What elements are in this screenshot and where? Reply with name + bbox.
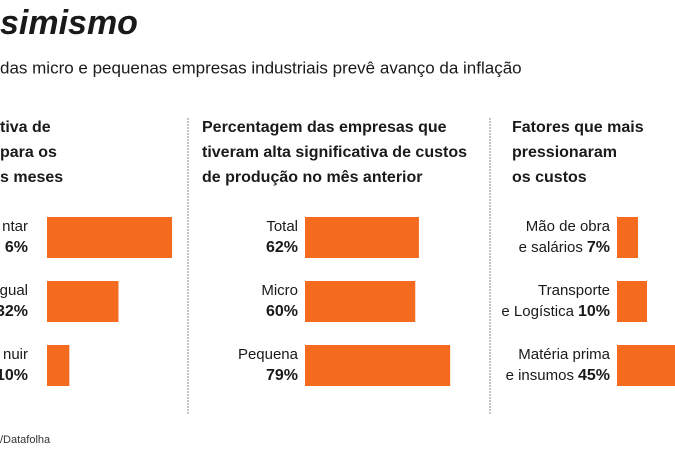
bar xyxy=(617,281,647,322)
bar xyxy=(305,345,451,386)
category-label: e Logística 10% xyxy=(501,303,610,320)
panel-title: para os xyxy=(0,144,57,161)
category-label: Total xyxy=(266,218,298,235)
category-label: Pequena xyxy=(238,346,299,363)
panel-title: os custos xyxy=(512,169,587,186)
panel-title: pressionaram xyxy=(512,144,617,161)
bar xyxy=(617,217,638,258)
subtitle: das micro e pequenas empresas industriai… xyxy=(0,58,522,77)
category-label: Mão de obra xyxy=(526,218,611,235)
category-line: e Logística xyxy=(501,303,574,320)
category-label: ntar xyxy=(2,218,28,235)
bar xyxy=(47,217,173,258)
category-label: e insumos 45% xyxy=(506,367,610,384)
category-line: e insumos xyxy=(506,367,574,384)
panel-title: tiveram alta significativa de custos xyxy=(202,144,467,161)
panel-title: de produção no mês anterior xyxy=(202,169,422,186)
category-label: e salários 7% xyxy=(519,239,610,256)
panel-title: tiva de xyxy=(0,119,51,136)
value-label: 45% xyxy=(578,367,610,384)
panel-title: s meses xyxy=(0,169,63,186)
panel-title: Percentagem das empresas que xyxy=(202,119,447,136)
value-label: 62% xyxy=(266,239,298,256)
category-line: e salários xyxy=(519,239,583,256)
bar xyxy=(47,281,119,322)
category-label: nuir xyxy=(3,346,28,363)
value-label: 60% xyxy=(266,303,298,320)
value-label: 6% xyxy=(5,239,28,256)
bar xyxy=(305,281,416,322)
bar xyxy=(617,345,675,386)
category-label: gual xyxy=(0,282,28,299)
source: /Datafolha xyxy=(0,434,51,446)
value-label: 10% xyxy=(578,303,610,320)
value-label: 32% xyxy=(0,303,28,320)
category-label: Matéria prima xyxy=(518,346,610,363)
value-label: 79% xyxy=(266,367,298,384)
panel-title: Fatores que mais xyxy=(512,119,644,136)
category-label: Micro xyxy=(261,282,298,299)
value-label: 7% xyxy=(587,239,610,256)
category-label: Transporte xyxy=(538,282,610,299)
bar xyxy=(305,217,419,258)
value-label: 10% xyxy=(0,367,28,384)
bar xyxy=(47,345,70,386)
title: simismo xyxy=(0,4,138,42)
